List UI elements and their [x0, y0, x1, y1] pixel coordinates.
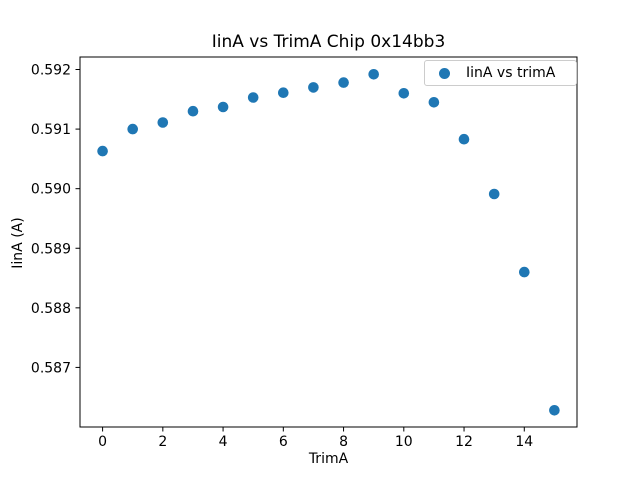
x-tick-label: 4 — [219, 434, 228, 450]
x-tick-label: 14 — [515, 434, 533, 450]
legend: IinA vs trimA — [424, 60, 577, 86]
x-tick-label: 10 — [395, 434, 413, 450]
data-point — [127, 123, 138, 135]
y-tick-label: 0.587 — [31, 360, 71, 376]
data-point — [368, 69, 380, 80]
x-tick-label: 12 — [455, 434, 473, 450]
x-tick-label: 8 — [339, 434, 348, 450]
legend-label: IinA vs trimA — [466, 65, 556, 81]
chart-title: IinA vs TrimA Chip 0x14bb3 — [211, 32, 446, 52]
y-tick-label: 0.589 — [31, 241, 71, 257]
x-tick-label: 2 — [158, 434, 167, 450]
data-point — [187, 105, 199, 117]
x-axis-label: TrimA — [308, 451, 349, 467]
data-point — [428, 97, 440, 108]
data-point — [458, 133, 470, 145]
x-tick-label: 0 — [98, 434, 107, 450]
y-tick-label: 0.592 — [31, 63, 71, 79]
y-tick-label: 0.591 — [31, 122, 71, 138]
data-point — [217, 101, 229, 113]
data-point — [308, 82, 319, 93]
data-point — [338, 77, 349, 88]
data-point — [488, 188, 500, 200]
data-point — [519, 266, 530, 278]
axes-frame — [79, 56, 578, 428]
data-point — [157, 117, 169, 128]
data-point — [97, 145, 108, 157]
y-tick-label: 0.588 — [31, 301, 71, 317]
data-point — [247, 92, 259, 103]
x-tick-label: 6 — [279, 434, 288, 450]
legend-marker-icon — [439, 67, 450, 79]
data-point — [278, 87, 289, 98]
y-axis-label: IinA (A) — [10, 217, 26, 269]
y-tick-label: 0.590 — [31, 182, 71, 198]
data-point — [398, 88, 410, 99]
data-point — [549, 405, 560, 416]
